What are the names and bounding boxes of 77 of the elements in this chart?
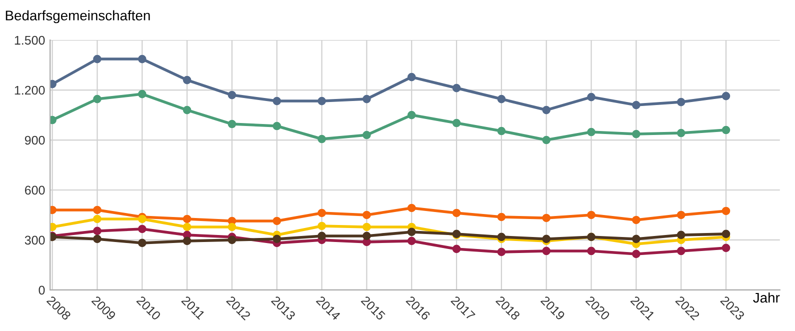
point	[587, 210, 596, 220]
point	[138, 90, 146, 98]
point	[497, 126, 506, 136]
point	[542, 106, 551, 114]
point	[318, 96, 326, 106]
point	[362, 130, 371, 140]
point	[452, 118, 461, 128]
point	[632, 234, 640, 244]
point	[452, 84, 461, 92]
point	[228, 90, 236, 100]
point	[138, 238, 146, 248]
point	[676, 128, 686, 138]
y-tick-label: 900	[24, 136, 45, 145]
point	[318, 134, 326, 144]
point	[93, 206, 102, 214]
point	[93, 214, 102, 224]
point	[407, 110, 416, 120]
point	[452, 208, 461, 218]
point	[722, 126, 730, 134]
point	[722, 92, 730, 100]
point	[452, 244, 461, 254]
point	[407, 204, 416, 212]
point	[676, 246, 686, 256]
point	[497, 94, 506, 104]
point	[497, 248, 506, 256]
point	[632, 100, 640, 110]
point	[272, 96, 282, 106]
point	[407, 228, 416, 236]
y-tick-label: 1.500	[14, 36, 45, 45]
point	[318, 208, 326, 218]
point	[587, 128, 596, 136]
y-tick-label: 300	[24, 236, 45, 245]
point	[272, 216, 282, 226]
point	[362, 232, 371, 240]
point	[93, 234, 102, 244]
point	[93, 226, 102, 236]
point	[138, 224, 146, 234]
point	[722, 206, 730, 216]
point	[182, 106, 192, 114]
point	[182, 236, 192, 246]
point	[272, 234, 282, 244]
point	[228, 120, 236, 128]
y-tick-label: 0	[38, 286, 45, 295]
point	[362, 94, 371, 104]
point	[676, 98, 686, 106]
point	[407, 72, 416, 82]
point	[676, 230, 686, 240]
point	[362, 210, 371, 220]
point	[632, 130, 640, 138]
y-tick-label: 1.200	[14, 86, 45, 95]
point	[318, 232, 326, 240]
point	[542, 136, 551, 144]
point	[182, 76, 192, 84]
point	[93, 54, 102, 64]
y-tick-label: 600	[25, 186, 45, 195]
point	[182, 214, 192, 224]
point	[676, 210, 686, 220]
x-axis-title: Jahr	[753, 292, 780, 303]
point	[228, 236, 236, 244]
point	[272, 122, 282, 130]
point	[587, 92, 596, 102]
point	[632, 216, 640, 224]
point	[318, 222, 326, 230]
point	[587, 246, 596, 256]
point	[722, 244, 730, 252]
point	[497, 212, 506, 222]
y-axis-title: Bedarfsgemeinschaften	[6, 10, 150, 24]
point	[542, 214, 551, 222]
point	[138, 54, 146, 64]
point	[362, 222, 371, 232]
point	[542, 246, 551, 256]
point	[182, 222, 192, 232]
point	[722, 230, 730, 238]
point	[632, 250, 640, 258]
point	[93, 94, 102, 104]
point	[228, 222, 236, 232]
point	[407, 236, 416, 246]
